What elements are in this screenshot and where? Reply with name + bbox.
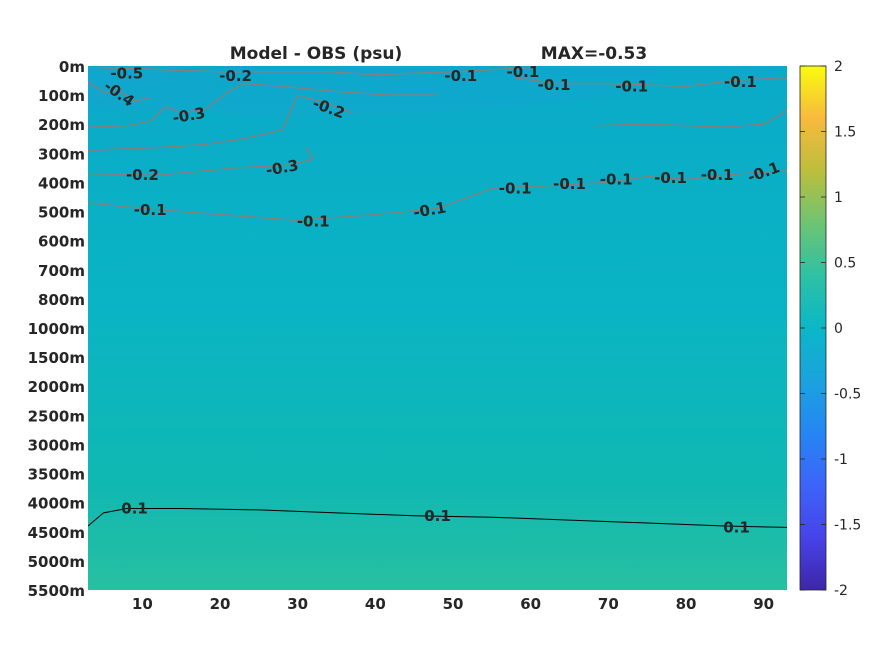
contour-label: -0.1 xyxy=(507,63,540,81)
contour-line xyxy=(88,147,315,176)
chart-title: Model - OBS (psu) MAX=-0.53 xyxy=(230,44,647,64)
y-tick-label: 700m xyxy=(38,262,85,280)
x-tick-label: 40 xyxy=(365,595,386,613)
x-tick-label: 80 xyxy=(676,595,697,613)
y-tick-label: 500m xyxy=(38,204,85,222)
contour-label: -0.1 xyxy=(538,76,571,94)
contour-line xyxy=(88,82,438,128)
y-tick-label: 300m xyxy=(38,145,85,163)
contour-line xyxy=(99,66,531,76)
colorbar-tick-label: 1.5 xyxy=(834,125,856,141)
colorbar-tick-label: -2 xyxy=(834,583,848,599)
x-tick-label: 60 xyxy=(520,595,541,613)
colorbar-tick-label: -1 xyxy=(834,452,848,468)
contour-label: -0.2 xyxy=(126,166,159,184)
contour-label: -0.1 xyxy=(724,73,757,91)
x-tick-label: 90 xyxy=(753,595,774,613)
colorbar-tick-label: -0.5 xyxy=(834,387,861,403)
colorbar: 2 1.5 1 0.5 0 -0.5 -1 -1.5 -2 xyxy=(799,59,861,599)
title-left: Model - OBS (psu) xyxy=(230,44,403,64)
colorbar-tick-label: -1.5 xyxy=(834,518,861,534)
contour-label: -0.5 xyxy=(110,64,143,82)
contour-label: -0.1 xyxy=(134,201,167,219)
contour-label: 0.1 xyxy=(424,507,451,525)
contour-label: -0.1 xyxy=(654,169,687,187)
y-tick-label: 600m xyxy=(38,233,85,251)
y-tick-label: 200m xyxy=(38,116,85,134)
contour-label: -0.2 xyxy=(219,67,252,85)
x-axis: 10 20 30 40 50 60 70 80 90 xyxy=(132,595,774,613)
colorbar-tick-label: 1 xyxy=(834,190,843,206)
contour-label: 0.1 xyxy=(723,518,750,536)
contour-line xyxy=(592,109,787,128)
y-tick-label: 0m xyxy=(59,58,85,76)
x-tick-label: 10 xyxy=(132,595,153,613)
y-axis: 0m 100m 200m 300m 400m 500m 600m 700m 800m 1000m 1… xyxy=(28,58,85,600)
contour-line xyxy=(515,76,787,88)
contour-label: 0.1 xyxy=(121,499,148,517)
y-tick-label: 2000m xyxy=(28,378,85,396)
y-tick-label: 100m xyxy=(38,87,85,105)
colorbar-tick-label: 2 xyxy=(834,59,843,75)
contour-lines xyxy=(88,66,787,528)
contour-line xyxy=(88,81,151,102)
contour-line xyxy=(88,94,353,152)
contour-label: -0.1 xyxy=(600,171,633,189)
contour-label: -0.1 xyxy=(553,175,586,193)
y-tick-label: 3000m xyxy=(28,436,85,454)
contour-line xyxy=(88,508,787,528)
colorbar-ticks: 2 1.5 1 0.5 0 -0.5 -1 -1.5 -2 xyxy=(800,59,861,599)
x-tick-label: 20 xyxy=(210,595,231,613)
contour-label: -0.1 xyxy=(615,77,648,95)
contour-label: -0.1 xyxy=(412,198,447,221)
y-tick-label: 1000m xyxy=(28,320,85,338)
negative-anomaly-core xyxy=(88,66,365,215)
colorbar-tick-label: 0 xyxy=(834,321,843,337)
contour-label: -0.3 xyxy=(171,104,206,127)
y-tick-label: 800m xyxy=(38,291,85,309)
contour-label: -0.1 xyxy=(499,179,532,197)
contour-label: -0.1 xyxy=(701,166,734,184)
y-tick-label: 400m xyxy=(38,174,85,192)
x-tick-label: 70 xyxy=(598,595,619,613)
x-tick-label: 30 xyxy=(287,595,308,613)
y-tick-label: 5000m xyxy=(28,553,85,571)
plot-area: -0.5 -0.2 -0.1 -0.1-0.1 -0.1 -0.1-0.4-0.3 -0.2… xyxy=(88,63,787,590)
contour-label: -0.3 xyxy=(264,156,299,179)
x-tick-label: 50 xyxy=(443,595,464,613)
colorbar-tick-label: 0.5 xyxy=(834,256,856,272)
y-tick-label: 2500m xyxy=(28,407,85,425)
contour-label: -0.1 xyxy=(444,67,477,85)
y-tick-label: 4500m xyxy=(28,524,85,542)
y-tick-label: 3500m xyxy=(28,466,85,484)
contour-line xyxy=(88,170,787,222)
y-tick-label: 1500m xyxy=(28,349,85,367)
y-tick-label: 5500m xyxy=(28,582,85,600)
y-tick-label: 4000m xyxy=(28,495,85,513)
title-right: MAX=-0.53 xyxy=(541,44,647,64)
contour-label: -0.1 xyxy=(297,213,330,231)
